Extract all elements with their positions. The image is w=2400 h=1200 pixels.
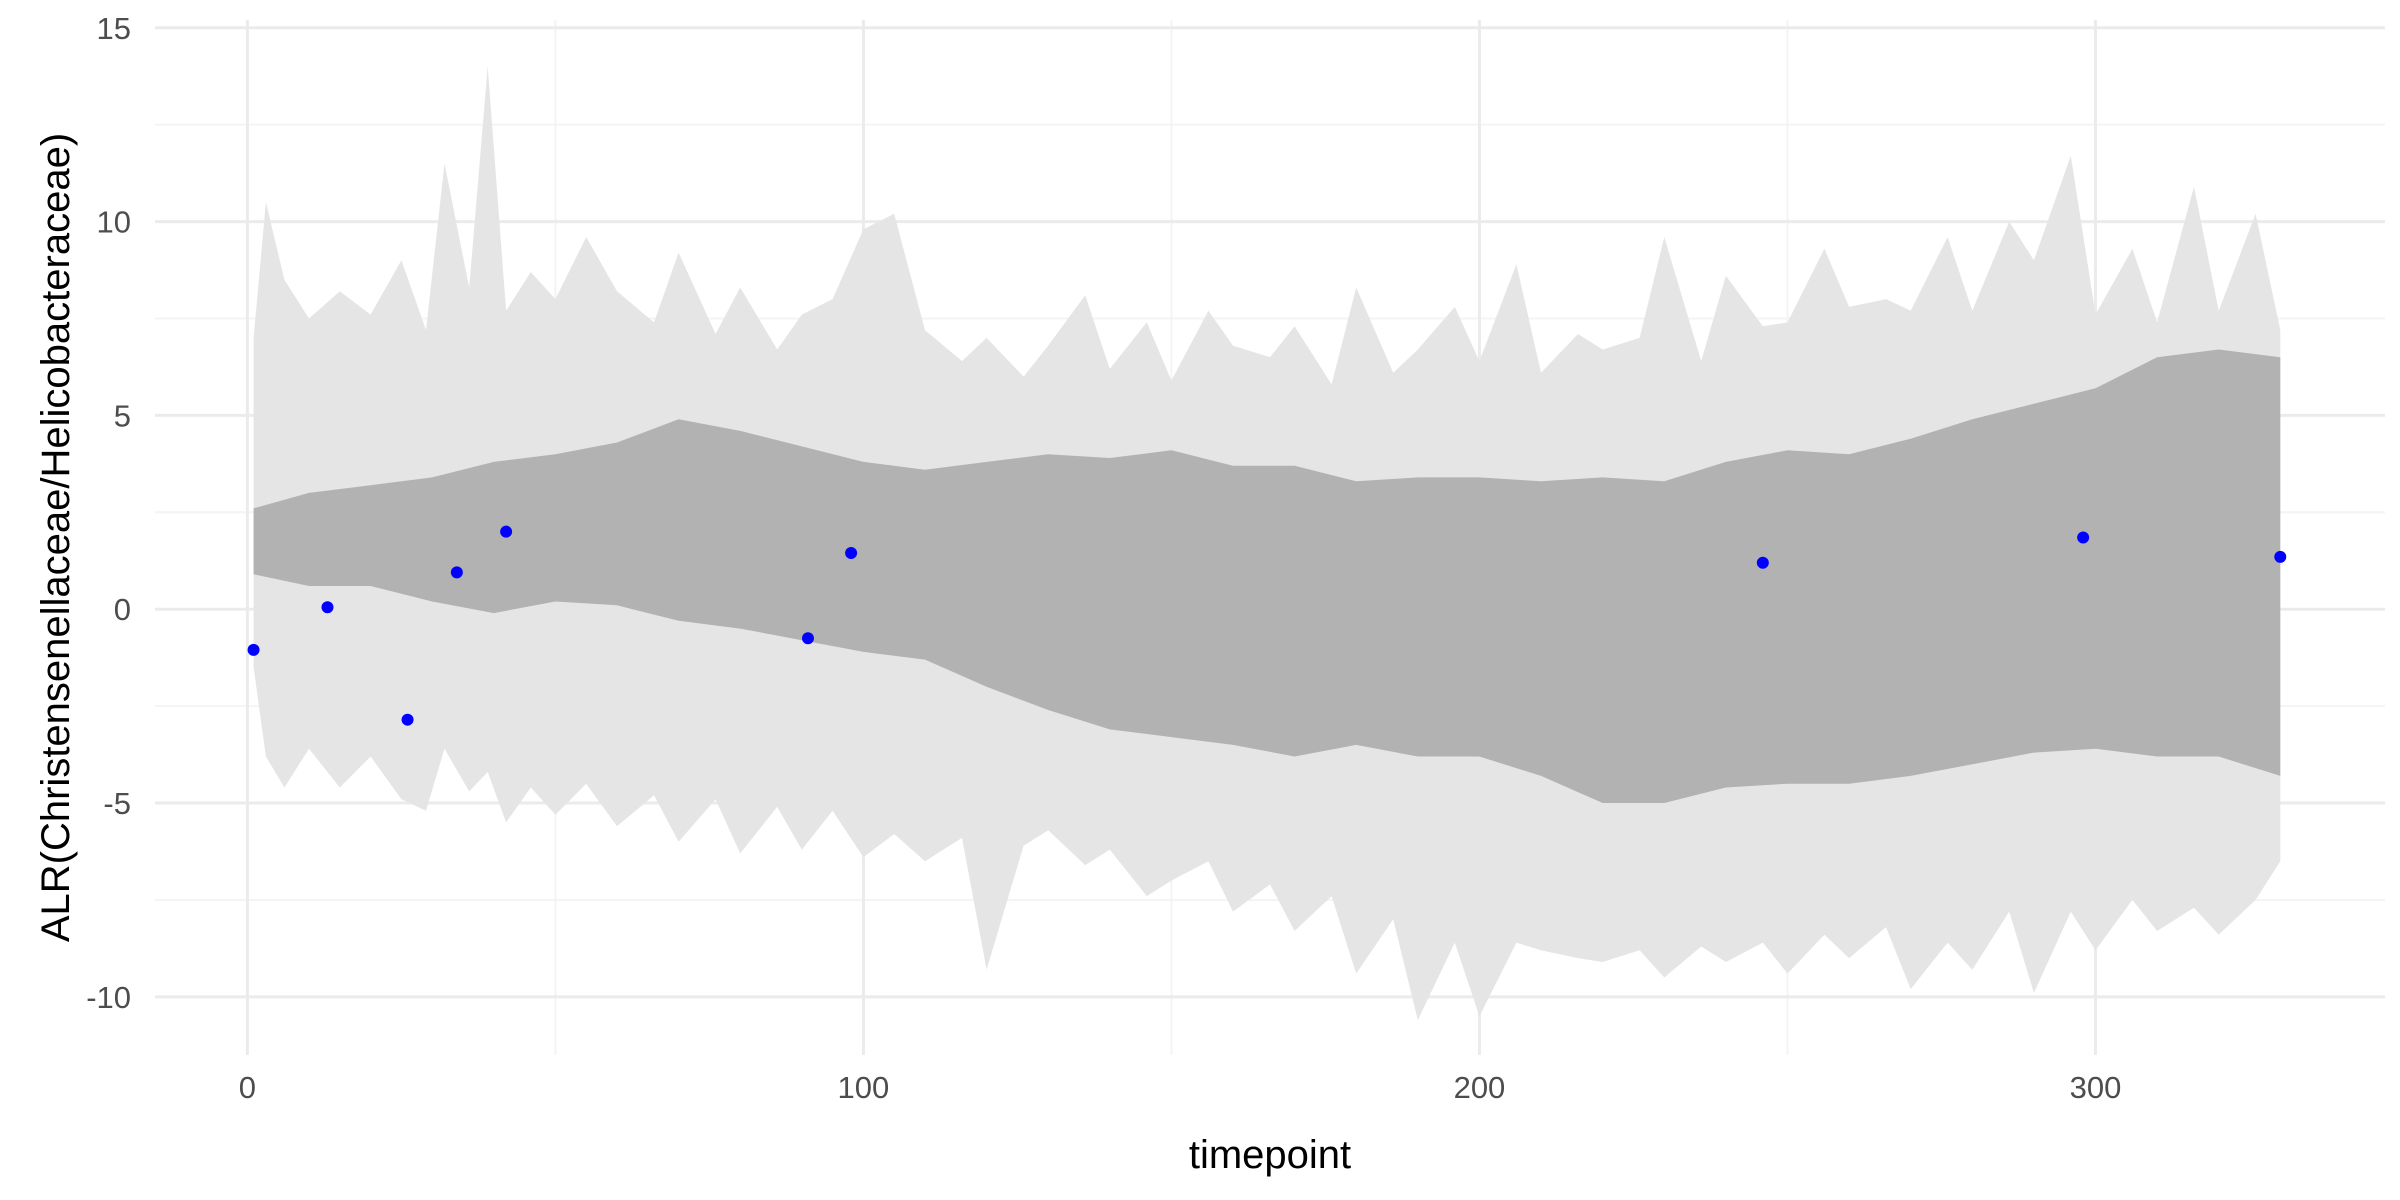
x-axis-title: timepoint	[1189, 1133, 1351, 1177]
data-point	[2274, 550, 2287, 563]
y-axis-title: ALR(Christensenellaceae/Helicobacteracea…	[34, 133, 78, 942]
observed-points	[247, 525, 2287, 726]
y-tick-label: 5	[114, 398, 131, 433]
y-axis-tick-labels: -10 -5 0 5 10 15	[86, 11, 131, 1015]
data-point	[801, 632, 814, 645]
y-tick-label: 15	[97, 11, 131, 46]
data-point	[321, 601, 334, 614]
data-point	[247, 643, 260, 656]
data-point	[845, 547, 858, 560]
x-tick-label: 200	[1454, 1070, 1506, 1105]
y-tick-label: -5	[103, 786, 131, 821]
x-axis-tick-labels: 0 100 200 300	[239, 1070, 2122, 1105]
x-tick-label: 100	[838, 1070, 890, 1105]
x-tick-label: 300	[2070, 1070, 2122, 1105]
credible-bands	[253, 66, 2281, 1021]
data-point	[1756, 556, 1769, 569]
y-tick-label: -10	[86, 980, 131, 1015]
data-point	[500, 525, 513, 538]
data-point	[401, 713, 414, 726]
inner-band-area	[253, 349, 2281, 803]
y-tick-label: 0	[114, 592, 131, 627]
data-point	[2077, 531, 2090, 544]
y-tick-label: 10	[97, 205, 131, 240]
data-point	[450, 566, 463, 579]
x-tick-label: 0	[239, 1070, 256, 1105]
